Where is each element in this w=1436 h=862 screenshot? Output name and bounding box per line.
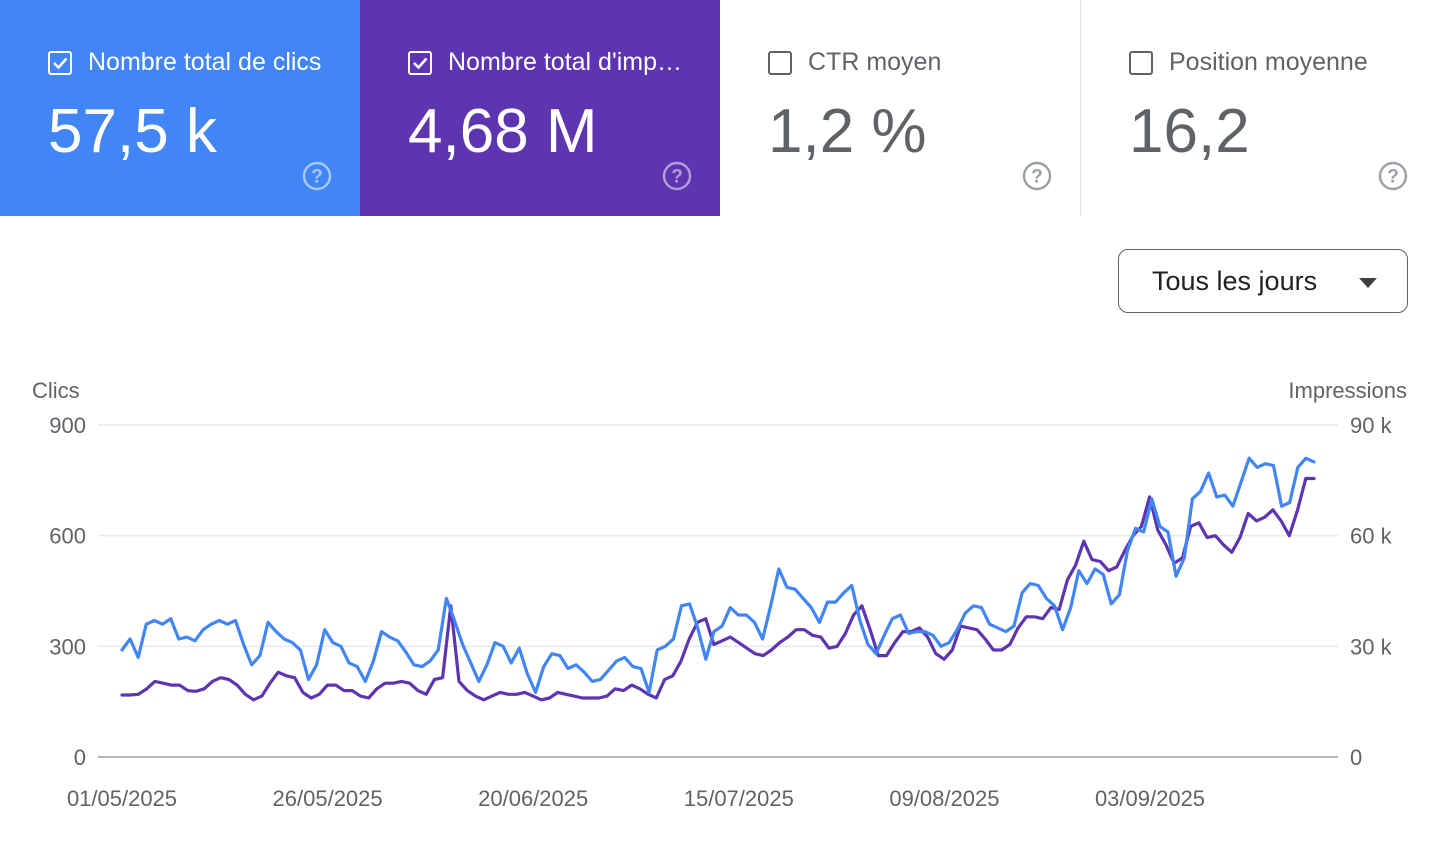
granularity-dropdown[interactable]: Tous les jours <box>1118 249 1408 313</box>
caret-down-icon <box>1359 278 1377 288</box>
x-tick-label: 03/09/2025 <box>1095 786 1205 811</box>
svg-text:?: ? <box>671 167 683 188</box>
metric-label: Nombre total d'impressions <box>448 48 688 76</box>
x-tick-label: 20/06/2025 <box>478 786 588 811</box>
x-tick-label: 09/08/2025 <box>889 786 999 811</box>
help-icon[interactable]: ? <box>1378 161 1408 191</box>
y-right-tick-label: 0 <box>1350 745 1362 770</box>
y-left-axis-title: Clics <box>32 378 80 403</box>
checkbox-checked-icon[interactable] <box>48 50 72 75</box>
metric-card-impressions[interactable]: Nombre total d'impressions 4,68 M ? <box>360 0 720 216</box>
performance-chart: 900 90 k 600 60 k 300 30 k 0 0 Clics Impressions 0… <box>32 378 1407 811</box>
metric-value: 1,2 % <box>768 97 927 166</box>
metric-card-header: Nombre total de clics <box>48 48 328 77</box>
checkbox-unchecked-icon[interactable] <box>1129 50 1153 75</box>
metric-card-ctr[interactable]: CTR moyen 1,2 % ? <box>720 0 1080 216</box>
metric-card-header: CTR moyen <box>768 48 1048 77</box>
svg-text:?: ? <box>311 167 323 188</box>
svg-text:?: ? <box>1387 167 1399 188</box>
svg-text:?: ? <box>1031 167 1043 188</box>
metric-value: 4,68 M <box>408 97 598 166</box>
y-left-tick-label: 600 <box>49 524 86 549</box>
metric-value: 57,5 k <box>48 97 217 166</box>
metric-card-clicks[interactable]: Nombre total de clics 57,5 k ? <box>0 0 360 216</box>
metric-label: Nombre total de clics <box>88 48 322 76</box>
y-left-tick-label: 0 <box>74 745 86 770</box>
y-right-tick-label: 30 k <box>1350 634 1393 659</box>
series-line-impressions <box>120 476 1316 702</box>
help-icon[interactable]: ? <box>1022 161 1052 191</box>
metric-card-header: Nombre total d'impressions <box>408 48 688 77</box>
metric-cards: Nombre total de clics 57,5 k ? Nombre to… <box>0 0 1436 216</box>
y-right-tick-label: 90 k <box>1350 413 1393 438</box>
metric-label: Position moyenne <box>1169 48 1368 76</box>
x-tick-label: 26/05/2025 <box>273 786 383 811</box>
y-left-tick-label: 900 <box>49 413 86 438</box>
x-tick-label: 01/05/2025 <box>67 786 177 811</box>
granularity-label: Tous les jours <box>1152 265 1318 296</box>
series-line-clics <box>120 456 1316 694</box>
metric-label: CTR moyen <box>808 48 942 76</box>
checkbox-unchecked-icon[interactable] <box>768 50 792 75</box>
metric-card-header: Position moyenne <box>1129 48 1409 77</box>
help-icon[interactable]: ? <box>662 161 692 191</box>
help-icon[interactable]: ? <box>302 161 332 191</box>
checkbox-checked-icon[interactable] <box>408 50 432 75</box>
x-tick-label: 15/07/2025 <box>684 786 794 811</box>
y-right-axis-title: Impressions <box>1288 378 1407 403</box>
metric-value: 16,2 <box>1129 97 1250 166</box>
metric-card-position[interactable]: Position moyenne 16,2 ? <box>1080 0 1436 216</box>
y-left-tick-label: 300 <box>49 634 86 659</box>
y-right-tick-label: 60 k <box>1350 524 1393 549</box>
